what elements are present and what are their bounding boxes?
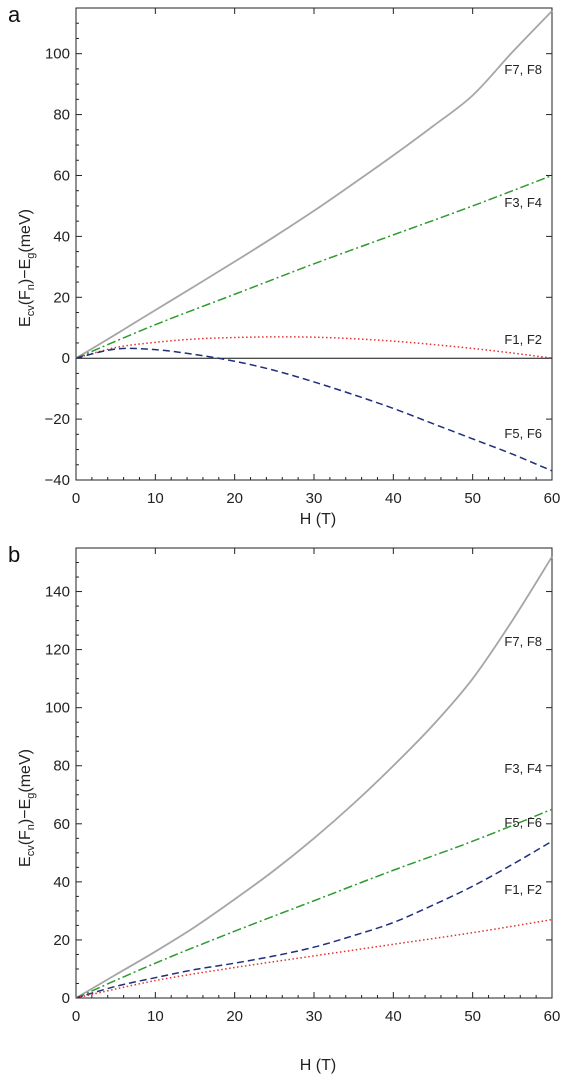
y-tick-label-a: 0 bbox=[62, 350, 70, 367]
x-tick-label-b: 0 bbox=[72, 1008, 80, 1025]
series-line-f7-f8-a bbox=[75, 10, 553, 359]
x-tick-label-b: 10 bbox=[147, 1008, 164, 1025]
curve-label-f5-f6-a: F5, F6 bbox=[504, 426, 542, 441]
y-axis-label-b: Ecv(Fn)−Eg(meV) bbox=[17, 749, 37, 867]
y-tick-label-a: −40 bbox=[45, 472, 70, 489]
curve-label-f3-f4-b: F3, F4 bbox=[504, 761, 542, 776]
series-line-f1-f2-b bbox=[75, 918, 553, 999]
y-tick-label-a: 60 bbox=[53, 167, 70, 184]
x-tick-label-a: 10 bbox=[147, 490, 164, 507]
curve-label-f7-f8-a: F7, F8 bbox=[504, 62, 542, 77]
panel-letter-b: b bbox=[8, 542, 20, 567]
y-axis-label-text-b: Ecv(Fn)−Eg(meV) bbox=[17, 749, 37, 867]
series-line-f7-f8-b bbox=[75, 556, 553, 999]
x-tick-label-a: 20 bbox=[226, 490, 243, 507]
y-axis-label-a: Ecv(Fn)−Eg(meV) bbox=[17, 209, 37, 327]
x-tick-label-a: 40 bbox=[385, 490, 402, 507]
series-line-f5-f6-b bbox=[75, 840, 553, 999]
x-tick-label-b: 30 bbox=[306, 1008, 323, 1025]
x-tick-label-a: 30 bbox=[306, 490, 323, 507]
y-tick-label-b: 120 bbox=[45, 642, 70, 659]
x-tick-label-b: 60 bbox=[544, 1008, 561, 1025]
plot-area-b: 0 10 20 30 40 50 60 0 20 40 60 80 100 120 140 F7, F8 F3,… bbox=[45, 547, 561, 1025]
x-tick-label-a: 60 bbox=[544, 490, 561, 507]
x-axis-label-b: H (T) bbox=[300, 1057, 336, 1074]
x-axis-label-a: H (T) bbox=[300, 511, 336, 528]
y-tick-label-a: 40 bbox=[53, 228, 70, 245]
y-tick-label-a: −20 bbox=[45, 411, 70, 428]
y-tick-label-b: 100 bbox=[45, 700, 70, 717]
panel-letter-a: a bbox=[8, 2, 21, 27]
y-tick-label-a: 80 bbox=[53, 107, 70, 124]
series-line-f1-f2-a bbox=[75, 336, 553, 359]
plot-frame-a bbox=[75, 7, 553, 481]
y-tick-label-b: 20 bbox=[53, 932, 70, 949]
series-line-f3-f4-a bbox=[75, 174, 553, 359]
x-tick-label-a: 0 bbox=[72, 490, 80, 507]
y-tick-label-b: 140 bbox=[45, 584, 70, 601]
chart-panel-b: b Ecv(Fn)−Eg(meV) H (T) 0 10 20 30 40 50 60 0 20… bbox=[8, 542, 561, 1074]
series-line-f5-f6-a bbox=[75, 347, 553, 472]
x-tick-label-b: 40 bbox=[385, 1008, 402, 1025]
y-tick-label-b: 80 bbox=[53, 758, 70, 775]
y-axis-label-text-a: Ecv(Fn)−Eg(meV) bbox=[17, 209, 37, 327]
x-tick-label-b: 20 bbox=[226, 1008, 243, 1025]
curve-label-f7-f8-b: F7, F8 bbox=[504, 634, 542, 649]
series-line-f3-f4-b bbox=[75, 808, 553, 999]
chart-panel-a: a Ecv(Fn)−Eg(meV) H (T) 0 10 20 30 40 50 60 −40… bbox=[8, 2, 561, 528]
curve-label-f1-f2-b: F1, F2 bbox=[504, 882, 542, 897]
curve-label-f1-f2-a: F1, F2 bbox=[504, 332, 542, 347]
plot-area-a: 0 10 20 30 40 50 60 −40 −20 0 20 40 60 80 100 F7, F8 F3,… bbox=[45, 7, 561, 507]
plot-frame-b bbox=[75, 547, 553, 999]
curve-label-f3-f4-a: F3, F4 bbox=[504, 195, 542, 210]
curve-label-f5-f6-b: F5, F6 bbox=[504, 815, 542, 830]
y-tick-label-a: 100 bbox=[45, 46, 70, 63]
y-tick-label-a: 20 bbox=[53, 289, 70, 306]
x-tick-label-a: 50 bbox=[464, 490, 481, 507]
y-tick-label-b: 40 bbox=[53, 874, 70, 891]
x-tick-label-b: 50 bbox=[464, 1008, 481, 1025]
y-tick-label-b: 0 bbox=[62, 990, 70, 1007]
y-tick-label-b: 60 bbox=[53, 816, 70, 833]
